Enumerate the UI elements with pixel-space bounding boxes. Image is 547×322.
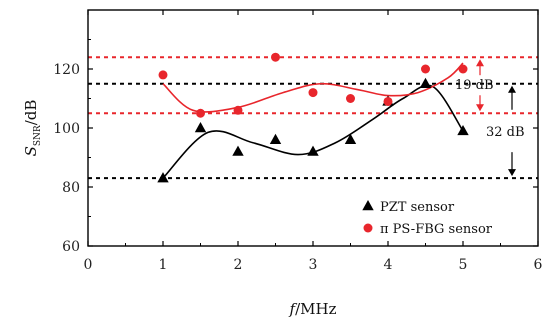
pzt-point — [194, 122, 207, 133]
fit-curve — [162, 62, 464, 113]
y-axis-subscript: SNR — [33, 125, 43, 146]
data-points — [157, 52, 469, 183]
y-axis-unit: /dB — [22, 100, 40, 126]
psfbg-point — [346, 94, 355, 103]
arrow-head — [508, 169, 516, 177]
psfbg-point — [421, 64, 430, 74]
psfbg-point — [158, 70, 168, 80]
x-tick-label: 4 — [384, 257, 393, 273]
y-axis-var: S — [22, 146, 40, 156]
psfbg-point — [308, 88, 318, 98]
reference-lines — [88, 56, 538, 180]
legend-label: π PS-FBG sensor — [380, 222, 493, 237]
pzt-point — [457, 124, 469, 136]
y-tick-label: 120 — [53, 62, 80, 78]
x-tick-label: 6 — [534, 257, 543, 273]
x-axis-title: f/MHz — [289, 300, 337, 318]
annotations: 19 dB 32 dB — [455, 59, 525, 177]
arrow-head — [476, 104, 484, 112]
arrow-head — [508, 85, 516, 93]
pzt-point — [307, 145, 319, 156]
pzt-point — [344, 133, 357, 144]
legend: PZT sensor π PS-FBG sensor — [362, 200, 493, 237]
y-axis-title-text: SSNR/dB — [22, 100, 43, 157]
x-tick-label: 0 — [84, 257, 93, 273]
psfbg-point — [271, 52, 280, 62]
y-tick-label: 80 — [62, 180, 80, 196]
legend-marker-psfbg — [363, 223, 373, 233]
psfbg-point — [196, 108, 205, 118]
annotation-label-19db: 19 dB — [455, 78, 494, 93]
fit-curve — [162, 84, 464, 179]
x-axis-unit: /MHz — [295, 300, 336, 318]
pzt-point — [157, 172, 169, 183]
x-tick-label: 2 — [234, 257, 243, 273]
pzt-point — [232, 145, 244, 156]
x-axis-var: f — [289, 300, 298, 318]
plot-frame — [87, 9, 539, 247]
psfbg-point — [383, 96, 393, 106]
pzt-point — [419, 77, 432, 88]
axis-ticks: 0 1 2 3 4 5 6 60 80 100 120 — [53, 10, 543, 273]
x-tick-label: 3 — [309, 257, 318, 273]
pzt-point — [269, 133, 282, 144]
legend-marker-pzt — [362, 200, 374, 211]
psfbg-point — [233, 105, 243, 115]
x-tick-label: 1 — [159, 257, 168, 273]
y-tick-label: 60 — [62, 239, 80, 255]
y-tick-label: 100 — [53, 121, 80, 137]
x-tick-label: 5 — [459, 257, 468, 273]
y-axis-title: SSNR/dB — [22, 100, 43, 157]
fit-curves — [162, 62, 464, 179]
psfbg-point — [458, 64, 468, 74]
arrow-head — [476, 59, 484, 67]
legend-label: PZT sensor — [380, 200, 455, 215]
annotation-label-32db: 32 dB — [486, 125, 525, 140]
